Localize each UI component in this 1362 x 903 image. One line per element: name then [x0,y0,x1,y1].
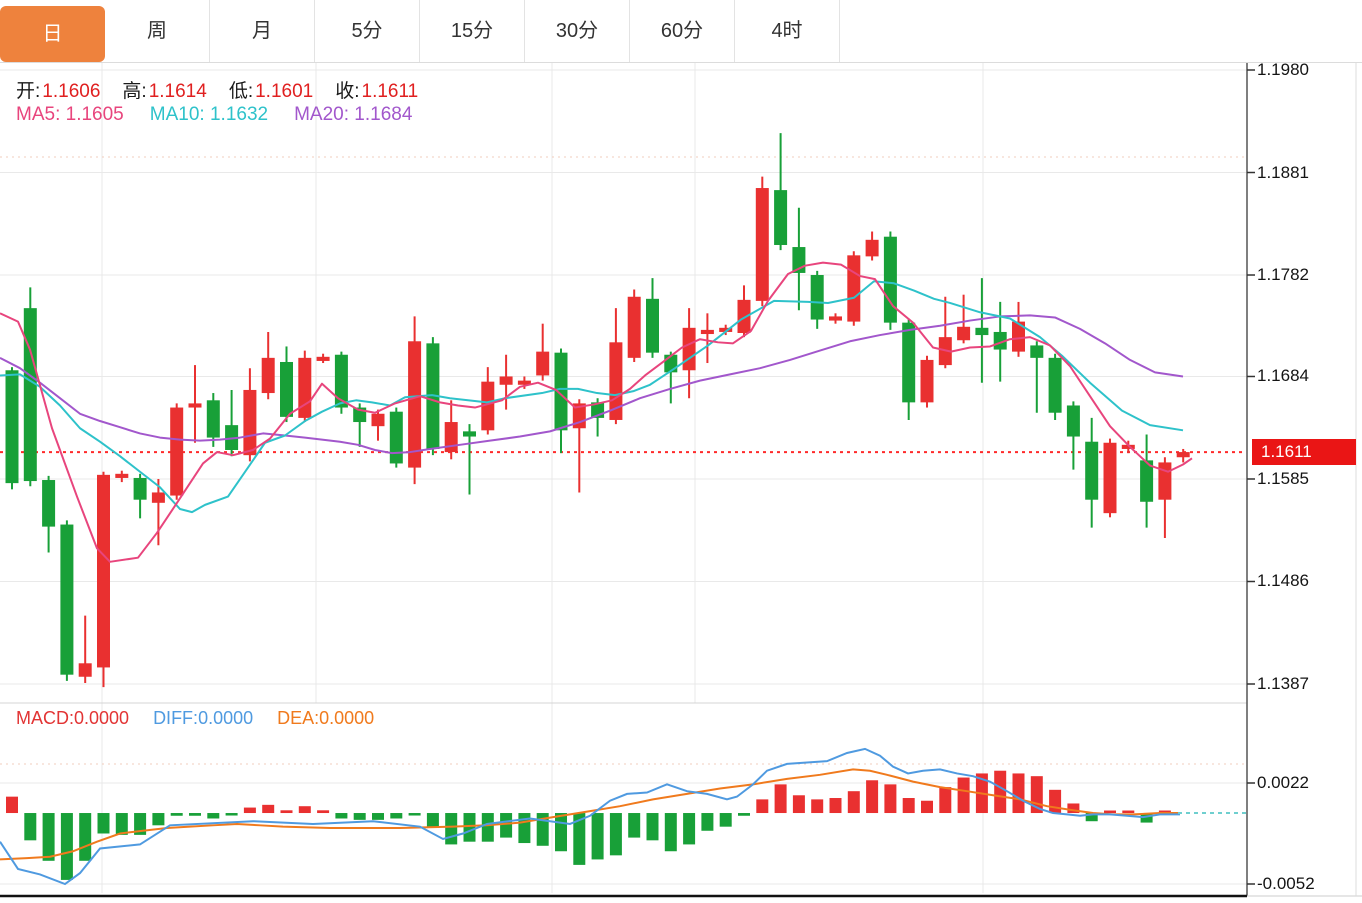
axis-ticks [1247,69,1255,885]
macd-axis-label: 0.0022 [1257,773,1309,792]
price-axis-label: 1.1881 [1257,162,1309,182]
low-value: 1.1601 [255,81,314,102]
gridlines-layer [0,62,1247,893]
timeframe-tab-month[interactable]: 月 [210,0,315,62]
ohlc-info-line: 开: 1.1606 高: 1.1614 低: 1.1601 收: 1.1611 [16,76,440,103]
price-axis-label: 1.1980 [1257,60,1309,79]
timeframe-tabbar: 日周月 5分 15分 30分 60分 4时 [0,0,1362,63]
timeframe-tab-30min[interactable]: 30分 [525,0,630,62]
price-axis-label: 1.1387 [1257,674,1309,693]
close-value: 1.1611 [361,81,419,102]
timeframe-tab-4hour[interactable]: 4时 [735,0,840,62]
macd-axis-label: -0.0052 [1257,874,1315,893]
price-axis-label: 1.1585 [1257,468,1309,488]
ma20-line [0,314,1184,455]
timeframe-tab-5min[interactable]: 5分 [315,0,420,62]
low-label: 低: [228,81,254,102]
price-axis-marker: 1.1611 [1252,439,1356,466]
open-label: 开: [16,81,41,102]
price-axis-label: 1.1486 [1257,571,1309,591]
dea-readout: DEA:0.0000 [277,708,375,728]
diff-line [0,747,1180,886]
ma20-readout: MA20: 1.1684 [294,104,413,125]
macd-info-line: MACD:0.0000 DIFF:0.0000 DEA:0.0000 [16,708,374,729]
ma10-readout: MA10: 1.1632 [149,104,269,125]
close-label: 收: [335,81,360,102]
high-value: 1.1614 [148,81,207,102]
open-value: 1.1606 [42,81,101,102]
timeframe-tab-day[interactable]: 日 [0,6,105,62]
ma-info-line: MA5: 1.1605 MA10: 1.1632 MA20: 1.1684 [16,104,412,126]
timeframe-tab-60min[interactable]: 60分 [630,0,735,62]
ma5-line [0,261,1193,563]
diff-readout: DIFF:0.0000 [153,708,254,728]
price-axis-label: 1.1684 [1257,366,1309,386]
timeframe-tab-week[interactable]: 周 [105,0,210,62]
macd-readout: MACD:0.0000 [16,708,130,728]
high-label: 高: [122,81,147,102]
candles-layer [5,133,1190,688]
price-axis-label: 1.1782 [1257,265,1309,284]
timeframe-tab-15min[interactable]: 15分 [420,0,525,62]
ma5-readout: MA5: 1.1605 [16,104,124,125]
